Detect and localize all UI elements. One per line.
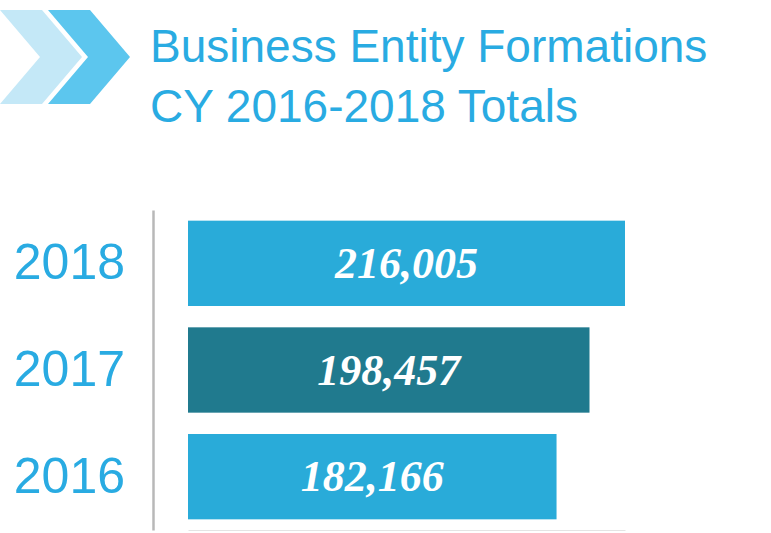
data-label: 182,166 [301, 452, 444, 501]
data-label: 198,457 [317, 346, 462, 395]
chart: Business Entity Formations CY 2016-2018 T… [0, 0, 771, 533]
category-tick: 2018 [14, 234, 153, 290]
chevron-front [48, 10, 130, 104]
data-label: 216,005 [334, 239, 478, 288]
chevron-icon [0, 10, 130, 104]
category-tick: 2017 [14, 341, 153, 397]
value-axis-line [189, 530, 626, 531]
data-labels: 216,005 198,457 182,166 [301, 239, 478, 501]
bar [188, 221, 625, 306]
bar [188, 327, 589, 412]
category-label: 2016 [14, 448, 125, 504]
category-axis: 2018 2017 2016 [14, 211, 154, 531]
title: Business Entity Formations [150, 20, 707, 72]
category-axis-line [152, 211, 155, 531]
category-tick: 2016 [14, 448, 153, 504]
bars [188, 221, 625, 520]
category-label: 2018 [14, 234, 125, 290]
bar [188, 434, 557, 519]
subtitle: CY 2016-2018 Totals [150, 80, 578, 132]
value-axis [189, 530, 626, 531]
category-label: 2017 [14, 341, 125, 397]
